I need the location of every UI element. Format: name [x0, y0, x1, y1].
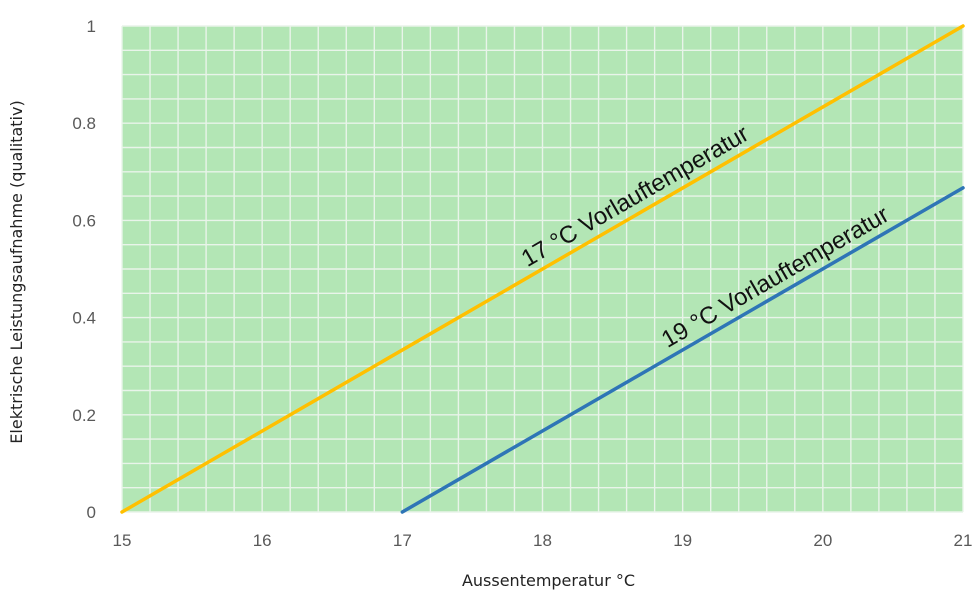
y-axis-title: Elektrische Leistungsaufnahme (qualitati…: [7, 100, 26, 443]
x-tick-label: 17: [393, 531, 412, 550]
y-tick-label: 0.2: [72, 406, 96, 425]
series-lines: [120, 24, 965, 514]
x-tick-label: 19: [673, 531, 692, 550]
y-tick-label: 0.6: [72, 211, 96, 230]
x-axis-title: Aussentemperatur °C: [462, 571, 635, 590]
x-axis-ticks: 15 16 17 18 19 20 21: [113, 531, 973, 550]
y-tick-label: 0.8: [72, 114, 96, 133]
y-axis-ticks: 0 0.2 0.4 0.6 0.8 1: [72, 17, 96, 522]
grid-lines: [121, 25, 964, 513]
x-tick-label: 16: [253, 531, 272, 550]
series-line: [120, 24, 965, 514]
y-tick-label: 0.4: [72, 309, 96, 328]
x-tick-label: 20: [813, 531, 832, 550]
x-tick-label: 21: [954, 531, 973, 550]
x-tick-label: 15: [113, 531, 132, 550]
x-tick-label: 18: [533, 531, 552, 550]
y-tick-label: 0: [87, 503, 96, 522]
series-line: [400, 186, 965, 514]
y-tick-label: 1: [87, 17, 96, 36]
